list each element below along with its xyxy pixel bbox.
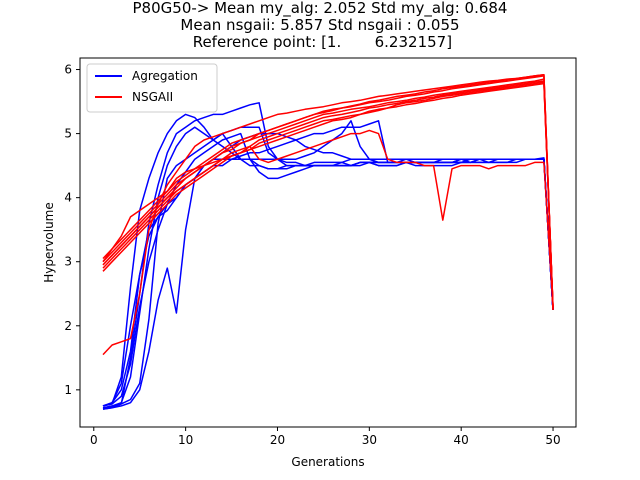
nsgaii-series-line-6 xyxy=(102,73,554,356)
agregation-series-line-8 xyxy=(102,132,554,407)
nsgaii-series-line-8 xyxy=(102,81,554,308)
title-line-2: Mean nsgaii: 5.857 Std nsgaii : 0.055 xyxy=(180,16,460,34)
y-axis-label: Hypervolume xyxy=(42,202,56,283)
y-tick-label: 5 xyxy=(64,127,72,141)
y-tick-label: 4 xyxy=(64,191,72,205)
x-tick-label: 30 xyxy=(362,433,377,447)
legend-label: NSGAII xyxy=(132,90,173,104)
nsgaii-series-line-7 xyxy=(102,129,554,307)
x-axis: 0 10 20 30 40 50 xyxy=(90,427,561,447)
x-tick-label: 0 xyxy=(90,433,98,447)
legend: Agregation NSGAII xyxy=(86,63,218,113)
plot-frame xyxy=(79,57,577,428)
y-tick-label: 3 xyxy=(64,255,72,269)
legend-label: Agregation xyxy=(132,69,198,83)
agregation-series-line-5 xyxy=(102,120,554,410)
title-line-3: Reference point: [1. 6.232157] xyxy=(187,33,453,51)
nsgaii-series-line-4 xyxy=(102,73,554,310)
agregation-series-line-3 xyxy=(102,126,554,410)
title-line-1: P80G50-> Mean my_alg: 2.052 Std my_alg: … xyxy=(132,0,508,17)
series-layer xyxy=(102,73,554,410)
nsgaii-series-line-1 xyxy=(102,78,554,310)
nsgaii-series-line-2 xyxy=(102,75,554,308)
x-tick-label: 40 xyxy=(454,433,469,447)
x-tick-label: 10 xyxy=(178,433,193,447)
agregation-series-line-7 xyxy=(102,126,554,409)
y-tick-label: 1 xyxy=(64,383,72,397)
agregation-series-line-2 xyxy=(102,102,554,409)
chart-title: P80G50-> Mean my_alg: 2.052 Std my_alg: … xyxy=(0,0,640,51)
agregation-series-line-6 xyxy=(102,120,554,407)
x-tick-label: 50 xyxy=(545,433,560,447)
y-tick-label: 2 xyxy=(64,319,72,333)
x-axis-label: Generations xyxy=(291,455,364,469)
x-tick-label: 20 xyxy=(270,433,285,447)
nsgaii-series-line-5 xyxy=(102,82,554,307)
y-tick-label: 6 xyxy=(64,63,72,77)
y-axis: 1 2 3 4 5 6 xyxy=(64,63,80,397)
